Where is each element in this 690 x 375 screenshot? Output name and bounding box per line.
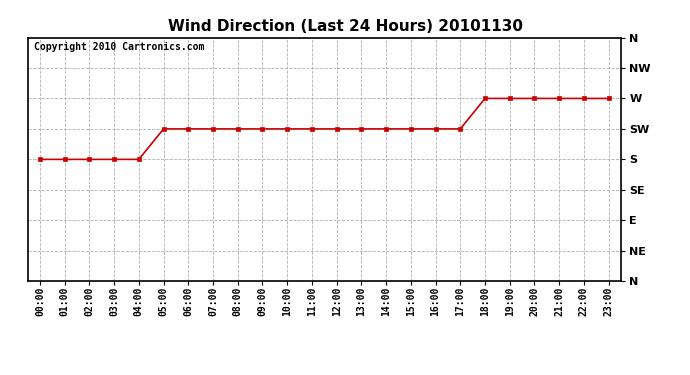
Text: Wind Direction (Last 24 Hours) 20101130: Wind Direction (Last 24 Hours) 20101130 [168, 19, 522, 34]
Text: Copyright 2010 Cartronics.com: Copyright 2010 Cartronics.com [34, 42, 204, 52]
